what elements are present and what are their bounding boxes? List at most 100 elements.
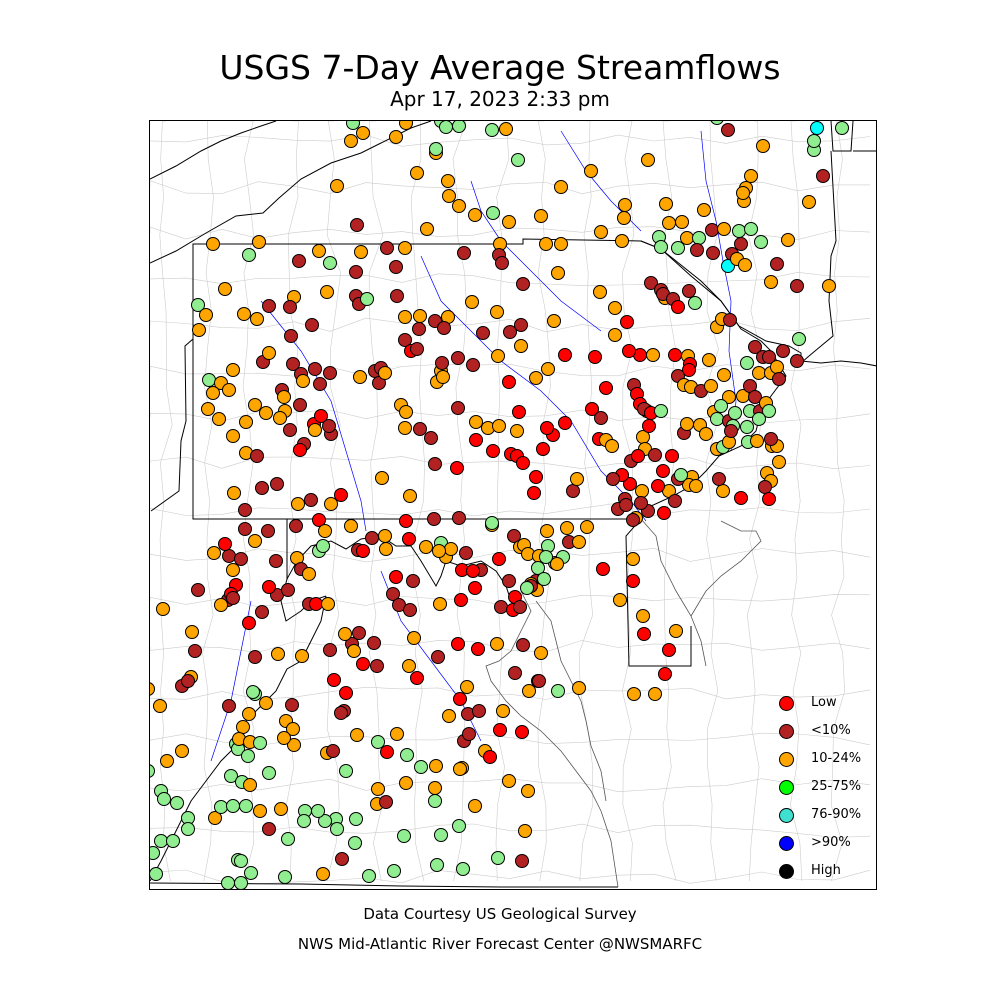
gauge-marker-p10_24[interactable] [659, 197, 673, 211]
gauge-marker-lt10[interactable] [181, 674, 195, 688]
gauge-marker-low[interactable] [314, 409, 328, 423]
gauge-marker-lt10[interactable] [476, 326, 490, 340]
gauge-marker-low[interactable] [309, 597, 323, 611]
gauge-marker-lt10[interactable] [790, 279, 804, 293]
gauge-marker-p25_75[interactable] [362, 869, 376, 883]
gauge-marker-p10_24[interactable] [226, 563, 240, 577]
gauge-marker-low[interactable] [671, 300, 685, 314]
gauge-marker-p25_75[interactable] [654, 240, 668, 254]
gauge-marker-low[interactable] [493, 723, 507, 737]
gauge-marker-lt10[interactable] [270, 477, 284, 491]
gauge-marker-p10_24[interactable] [704, 379, 718, 393]
gauge-marker-p10_24[interactable] [697, 203, 711, 217]
gauge-marker-lt10[interactable] [748, 340, 762, 354]
gauge-marker-p10_24[interactable] [429, 759, 443, 773]
gauge-marker-low[interactable] [540, 421, 554, 435]
gauge-marker-p10_24[interactable] [316, 867, 330, 881]
gauge-marker-p10_24[interactable] [399, 776, 413, 790]
gauge-marker-lt10[interactable] [762, 350, 776, 364]
gauge-marker-p25_75[interactable] [297, 814, 311, 828]
gauge-marker-p10_24[interactable] [242, 707, 256, 721]
gauge-marker-p10_24[interactable] [641, 153, 655, 167]
gauge-marker-lt10[interactable] [690, 243, 704, 257]
gauge-marker-lt10[interactable] [379, 795, 393, 809]
gauge-marker-p10_24[interactable] [572, 681, 586, 695]
gauge-marker-lt10[interactable] [389, 260, 403, 274]
gauge-marker-low[interactable] [658, 667, 672, 681]
gauge-marker-p10_24[interactable] [442, 709, 456, 723]
gauge-marker-p10_24[interactable] [522, 684, 536, 698]
gauge-marker-lt10[interactable] [606, 472, 620, 486]
gauge-marker-p10_24[interactable] [227, 486, 241, 500]
gauge-marker-lt10[interactable] [255, 481, 269, 495]
gauge-marker-p10_24[interactable] [465, 295, 479, 309]
gauge-marker-low[interactable] [682, 363, 696, 377]
gauge-marker-lt10[interactable] [293, 398, 307, 412]
gauge-marker-p10_24[interactable] [218, 282, 232, 296]
gauge-marker-p10_24[interactable] [262, 346, 276, 360]
gauge-marker-p25_75[interactable] [740, 420, 754, 434]
gauge-marker-p10_24[interactable] [772, 455, 786, 469]
gauge-marker-p10_24[interactable] [764, 275, 778, 289]
gauge-marker-p25_75[interactable] [807, 134, 821, 148]
gauge-marker-lt10[interactable] [516, 277, 530, 291]
gauge-marker-p10_24[interactable] [354, 245, 368, 259]
gauge-marker-p25_75[interactable] [253, 736, 267, 750]
gauge-marker-p10_24[interactable] [541, 362, 555, 376]
gauge-marker-p10_24[interactable] [208, 811, 222, 825]
gauge-marker-p10_24[interactable] [206, 386, 220, 400]
gauge-marker-lt10[interactable] [723, 313, 737, 327]
gauge-marker-p10_24[interactable] [287, 738, 301, 752]
gauge-marker-lt10[interactable] [457, 246, 471, 260]
gauge-marker-low[interactable] [626, 574, 640, 588]
gauge-marker-low[interactable] [242, 616, 256, 630]
gauge-marker-p10_24[interactable] [802, 195, 816, 209]
gauge-marker-p25_75[interactable] [400, 748, 414, 762]
gauge-marker-p25_75[interactable] [221, 876, 235, 890]
gauge-marker-p25_75[interactable] [491, 851, 505, 865]
gauge-marker-lt10[interactable] [712, 472, 726, 486]
gauge-marker-p25_75[interactable] [485, 123, 499, 137]
gauge-marker-lt10[interactable] [772, 372, 786, 386]
gauge-marker-p10_24[interactable] [496, 704, 510, 718]
gauge-marker-p10_24[interactable] [441, 174, 455, 188]
gauge-marker-p25_75[interactable] [688, 296, 702, 310]
gauge-marker-p25_75[interactable] [349, 812, 363, 826]
gauge-marker-lt10[interactable] [507, 529, 521, 543]
gauge-marker-p10_24[interactable] [237, 307, 251, 321]
gauge-marker-p10_24[interactable] [499, 122, 513, 136]
gauge-marker-lt10[interactable] [398, 333, 412, 347]
gauge-marker-p10_24[interactable] [594, 225, 608, 239]
gauge-marker-p10_24[interactable] [717, 222, 731, 236]
gauge-marker-p10_24[interactable] [371, 782, 385, 796]
gauge-marker-p10_24[interactable] [452, 199, 466, 213]
gauge-marker-low[interactable] [631, 449, 645, 463]
gauge-marker-lt10[interactable] [503, 325, 517, 339]
gauge-marker-p25_75[interactable] [278, 870, 292, 884]
streamflow-map[interactable] [149, 120, 877, 890]
gauge-marker-lt10[interactable] [238, 522, 252, 536]
gauge-marker-lt10[interactable] [466, 358, 480, 372]
gauge-marker-low[interactable] [454, 593, 468, 607]
gauge-marker-p10_24[interactable] [398, 421, 412, 435]
gauge-marker-low[interactable] [312, 513, 326, 527]
gauge-marker-lt10[interactable] [352, 626, 366, 640]
gauge-marker-p10_24[interactable] [636, 609, 650, 623]
gauge-marker-p10_24[interactable] [490, 637, 504, 651]
gauge-marker-low[interactable] [527, 486, 541, 500]
gauge-marker-p10_24[interactable] [399, 121, 413, 130]
gauge-marker-p10_24[interactable] [502, 774, 516, 788]
gauge-marker-p10_24[interactable] [492, 419, 506, 433]
gauge-marker-lt10[interactable] [380, 241, 394, 255]
gauge-marker-p10_24[interactable] [378, 366, 392, 380]
gauge-marker-p10_24[interactable] [252, 235, 266, 249]
gauge-marker-lt10[interactable] [472, 704, 486, 718]
gauge-marker-p10_24[interactable] [296, 374, 310, 388]
gauge-marker-p10_24[interactable] [514, 339, 528, 353]
gauge-marker-low[interactable] [492, 552, 506, 566]
gauge-marker-p25_75[interactable] [674, 468, 688, 482]
gauge-marker-p10_24[interactable] [750, 434, 764, 448]
gauge-marker-low[interactable] [515, 725, 529, 739]
gauge-marker-low[interactable] [558, 348, 572, 362]
gauge-marker-lt10[interactable] [644, 276, 658, 290]
